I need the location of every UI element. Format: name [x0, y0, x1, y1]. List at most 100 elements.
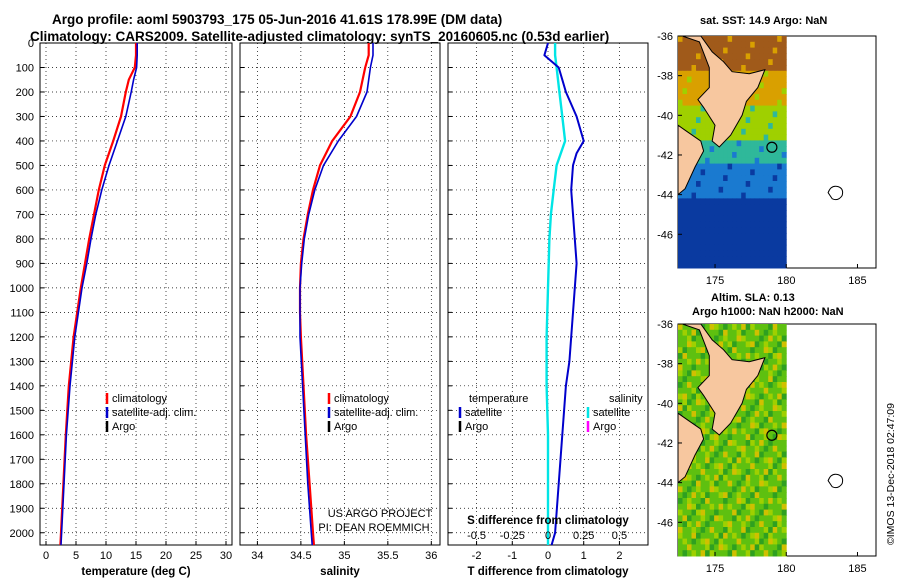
map-cell	[687, 181, 692, 188]
map-cell	[687, 405, 692, 412]
map-cell	[754, 451, 760, 458]
map-cell	[727, 146, 733, 153]
map-cell	[781, 422, 787, 429]
map-cell	[700, 527, 706, 534]
map-cell	[705, 186, 711, 194]
map-cell	[768, 440, 774, 447]
map-cell	[768, 256, 774, 263]
map-cell	[700, 210, 706, 217]
map-cell	[745, 399, 751, 406]
map-cell	[727, 157, 733, 165]
map-cell	[682, 503, 688, 511]
map-cell	[750, 94, 756, 101]
map-cell	[687, 221, 692, 228]
map-cell	[723, 36, 729, 43]
map-cell	[700, 111, 706, 118]
map-cell	[723, 324, 729, 331]
map-cell	[687, 387, 692, 395]
map-cell	[768, 140, 774, 147]
map-cell	[772, 146, 778, 153]
map-cell	[777, 474, 783, 482]
map-cell	[678, 111, 683, 118]
map-cell	[696, 399, 701, 406]
map-cell	[718, 329, 724, 337]
map-cell	[750, 515, 756, 522]
map-cell	[768, 358, 774, 366]
map-cell	[705, 204, 711, 211]
map-cell	[759, 146, 765, 153]
legend-s-diff-label: satellite	[593, 407, 630, 419]
map-cell	[754, 347, 760, 354]
map-cell	[781, 463, 787, 470]
map-cell	[718, 175, 724, 182]
map-cell	[696, 416, 701, 424]
map-cell	[687, 550, 692, 557]
map-cell	[687, 239, 692, 246]
map-cell	[709, 544, 715, 551]
map-cell	[754, 411, 760, 418]
map-cell	[781, 527, 787, 534]
map-cell	[741, 405, 747, 412]
map-cell	[741, 256, 747, 263]
map-lon-label: 180	[777, 275, 795, 287]
map-cell	[741, 341, 747, 348]
map-cell	[723, 215, 729, 223]
map-cell	[705, 474, 711, 482]
map-cell	[754, 152, 760, 159]
map-cell	[705, 163, 711, 170]
map-cell	[723, 175, 729, 182]
map-cell	[781, 335, 787, 342]
map-cell	[777, 486, 783, 493]
map-cell	[700, 440, 706, 447]
map-cell	[763, 370, 769, 377]
map-cell	[678, 117, 683, 124]
map-cell	[732, 521, 738, 528]
map-cell	[691, 192, 697, 199]
map-cell	[705, 469, 711, 476]
map-cell	[741, 65, 747, 72]
legend-salinity-label: climatology	[334, 393, 390, 405]
map-cell	[763, 527, 769, 534]
map-cell	[714, 544, 720, 551]
map-cell	[763, 215, 769, 223]
map-cell	[732, 47, 738, 54]
map-cell	[759, 94, 765, 101]
map-cell	[682, 353, 688, 360]
map-cell	[777, 434, 783, 441]
map-cell	[763, 364, 769, 371]
map-cell	[705, 146, 711, 153]
map-cell	[718, 53, 724, 60]
map-cell	[777, 364, 783, 371]
map-cell	[759, 376, 765, 383]
map-cell	[768, 544, 774, 551]
map-cell	[777, 515, 783, 522]
map-cell	[741, 445, 747, 453]
map-cell	[705, 486, 711, 493]
map-cell	[777, 440, 783, 447]
map-cell	[709, 210, 715, 217]
map-cell	[682, 192, 688, 199]
map-cell	[763, 262, 769, 269]
map-cell	[700, 521, 706, 528]
map-cell	[777, 59, 783, 66]
map-cell	[682, 99, 688, 107]
map-cell	[727, 469, 733, 476]
map-cell	[772, 353, 778, 360]
map-cell	[727, 463, 733, 470]
map-cell	[700, 469, 706, 476]
map-cell	[772, 329, 778, 337]
map-cell	[678, 353, 683, 360]
map-cell	[727, 434, 733, 441]
map-cell	[759, 169, 765, 176]
map-cell	[727, 341, 733, 348]
map-cell	[687, 492, 692, 499]
map-cell	[759, 364, 765, 371]
map-cell	[750, 509, 756, 516]
map-cell	[750, 527, 756, 534]
map-cell	[678, 250, 683, 257]
map-cell	[772, 434, 778, 441]
map-cell	[682, 53, 688, 60]
map-cell	[714, 47, 720, 54]
map-cell	[714, 192, 720, 199]
credit-line-1: US ARGO PROJECT	[328, 508, 433, 520]
